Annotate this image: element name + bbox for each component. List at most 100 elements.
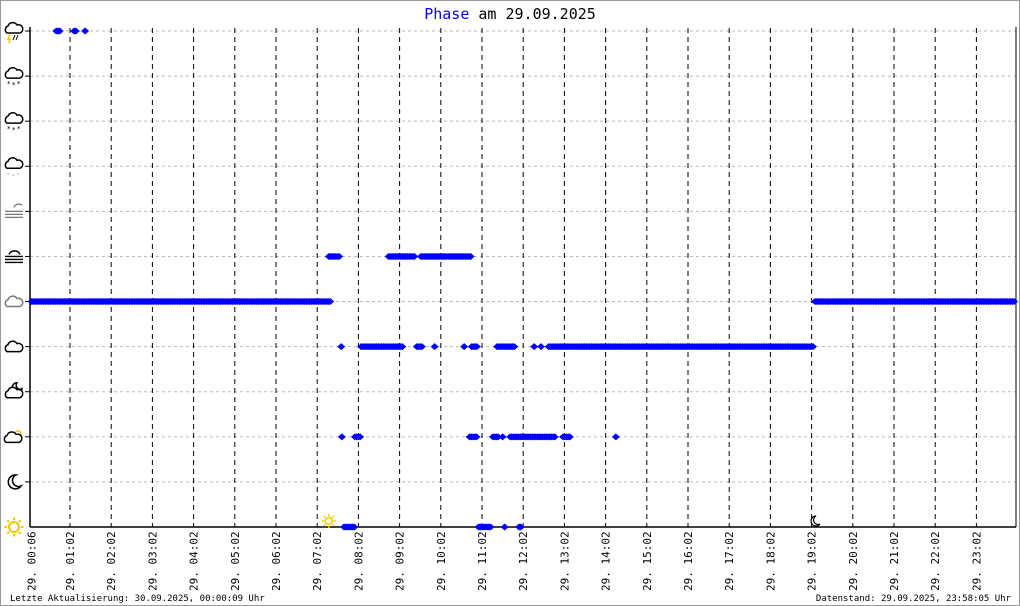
data-point bbox=[356, 433, 365, 441]
cloud-shape bbox=[4, 340, 24, 353]
fog-icon bbox=[5, 250, 23, 264]
moon-shape bbox=[810, 515, 821, 527]
data-point bbox=[486, 523, 495, 531]
precip-mark: * bbox=[7, 125, 11, 133]
rain-icon: · · · bbox=[4, 157, 24, 179]
data-point bbox=[335, 252, 344, 260]
sun-ray bbox=[323, 524, 326, 527]
data-point bbox=[494, 433, 503, 441]
data-point bbox=[550, 433, 559, 441]
moon-icon bbox=[7, 474, 24, 490]
x-tick-label: 29. 17:02 bbox=[723, 531, 736, 591]
sun-ray bbox=[6, 531, 10, 535]
precip-mark: * bbox=[7, 80, 11, 88]
precip-mark: * bbox=[17, 125, 21, 133]
cloud-sun-icon bbox=[3, 430, 23, 444]
data-point bbox=[430, 343, 439, 351]
x-tick-label: 29. 16:02 bbox=[682, 531, 695, 591]
fog-arc bbox=[8, 250, 21, 255]
thunderstorm-icon bbox=[4, 21, 24, 44]
sun-ray bbox=[18, 531, 22, 535]
x-tick-label: 29. 11:02 bbox=[476, 531, 489, 591]
fog-arc bbox=[13, 203, 23, 208]
snow-icon: * * * bbox=[4, 66, 24, 89]
title-rest: am 29.09.2025 bbox=[478, 5, 596, 23]
data-point bbox=[410, 252, 419, 260]
precip-mark: · bbox=[7, 170, 9, 178]
snow-light-icon: * * * bbox=[4, 112, 24, 134]
cloud-shape bbox=[4, 295, 24, 308]
cloud-shape bbox=[3, 431, 23, 444]
x-tick-label: 29. 06:02 bbox=[270, 531, 283, 591]
x-tick-label: 29. 22:02 bbox=[929, 531, 942, 591]
rain-streak bbox=[12, 34, 16, 41]
data-point bbox=[326, 298, 335, 306]
x-tick-label: 29. 03:02 bbox=[146, 531, 159, 591]
x-tick-label: 29. 18:02 bbox=[764, 531, 777, 591]
lightning bbox=[6, 33, 11, 44]
data-point bbox=[565, 433, 574, 441]
x-tick-label: 29. 23:02 bbox=[970, 531, 983, 591]
x-tick-label: 29. 14:02 bbox=[600, 531, 613, 591]
cloud-icon bbox=[4, 340, 24, 353]
cloud-shape bbox=[4, 386, 24, 399]
x-tick-label: 29. 04:02 bbox=[188, 531, 201, 591]
x-tick-label: 29. 02:02 bbox=[105, 531, 118, 591]
data-point bbox=[337, 343, 346, 351]
x-tick-label: 29. 15:02 bbox=[641, 531, 654, 591]
x-tick-label: 29. 07:02 bbox=[311, 531, 324, 591]
moon-shape bbox=[7, 474, 24, 490]
x-tick-label: 29. 10:02 bbox=[435, 531, 448, 591]
sun-ray bbox=[331, 515, 335, 518]
data-point bbox=[500, 523, 509, 531]
fog-partial-icon bbox=[5, 203, 23, 218]
cloud-shape bbox=[4, 157, 24, 170]
cloud-shape bbox=[4, 21, 24, 34]
data-point bbox=[472, 343, 481, 351]
chart-title: Phase am 29.09.2025 bbox=[1, 5, 1019, 23]
footer-last-update: Letzte Aktualisierung: 30.09.2025, 00:00… bbox=[10, 594, 265, 604]
data-point bbox=[530, 343, 539, 351]
x-tick-label: 29. 21:02 bbox=[888, 531, 901, 591]
rain-streak bbox=[15, 34, 19, 41]
title-highlight: Phase bbox=[424, 5, 470, 23]
x-tick-label: 29. 13:02 bbox=[558, 531, 571, 591]
x-tick-label: 29. 12:02 bbox=[517, 531, 530, 591]
sun-ray bbox=[6, 519, 10, 523]
footer-data-status: Datenstand: 29.09.2025, 23:58:05 Uhr bbox=[815, 594, 1011, 604]
data-point bbox=[1010, 298, 1019, 306]
data-point bbox=[498, 433, 507, 441]
sun-core bbox=[324, 516, 334, 526]
sun-ray bbox=[331, 524, 335, 527]
data-point bbox=[71, 27, 80, 35]
cloud-overcast-icon bbox=[4, 295, 24, 308]
x-tick-label: 29. 08:02 bbox=[352, 531, 365, 591]
data-point bbox=[516, 523, 525, 531]
precip-mark: * bbox=[12, 81, 16, 89]
x-tick-label: 29. 05:02 bbox=[229, 531, 242, 591]
x-tick-label: 29. 19:02 bbox=[806, 531, 819, 591]
precip-mark: · bbox=[12, 171, 14, 179]
precip-mark: * bbox=[17, 80, 21, 88]
sun-ray bbox=[18, 519, 22, 523]
precip-mark: * bbox=[12, 126, 16, 134]
cloud-shape bbox=[4, 66, 24, 79]
sun-ray bbox=[323, 515, 326, 518]
data-point bbox=[55, 27, 64, 35]
data-point bbox=[417, 343, 426, 351]
sunset-marker bbox=[810, 515, 821, 527]
sunrise-marker bbox=[321, 514, 336, 528]
cloud-moon-icon bbox=[4, 381, 24, 399]
data-point bbox=[537, 343, 546, 351]
sun-icon bbox=[4, 517, 24, 537]
cloud-shape bbox=[4, 112, 24, 124]
data-point bbox=[350, 523, 359, 531]
data-point bbox=[81, 27, 90, 35]
data-point bbox=[337, 433, 346, 441]
x-tick-label: 29. 09:02 bbox=[394, 531, 407, 591]
sun-core bbox=[8, 521, 20, 533]
x-tick-label: 29. 00:06 bbox=[26, 531, 39, 591]
precip-mark: · bbox=[17, 170, 19, 178]
